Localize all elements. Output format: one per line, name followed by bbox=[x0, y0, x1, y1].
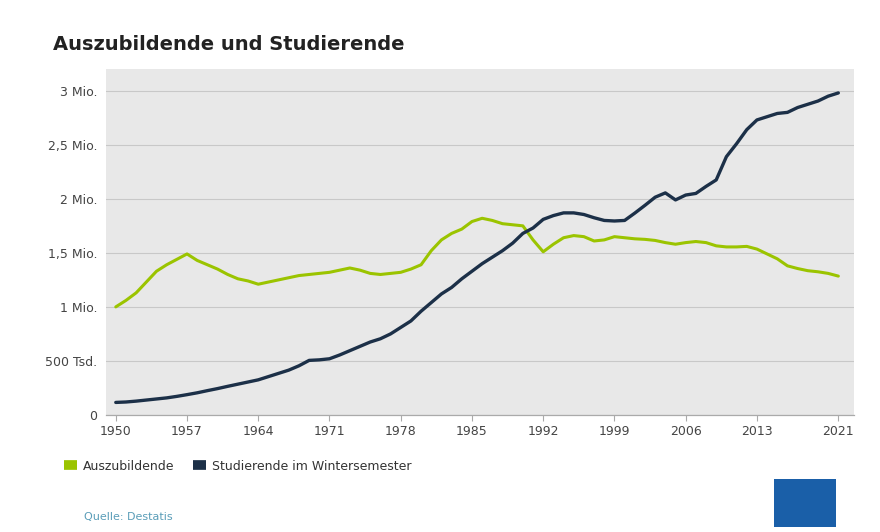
Text: Auszubildende und Studierende: Auszubildende und Studierende bbox=[53, 35, 405, 54]
Legend: Auszubildende, Studierende im Wintersemester: Auszubildende, Studierende im Winterseme… bbox=[60, 455, 417, 478]
Text: Quelle: Destatis: Quelle: Destatis bbox=[84, 512, 172, 522]
